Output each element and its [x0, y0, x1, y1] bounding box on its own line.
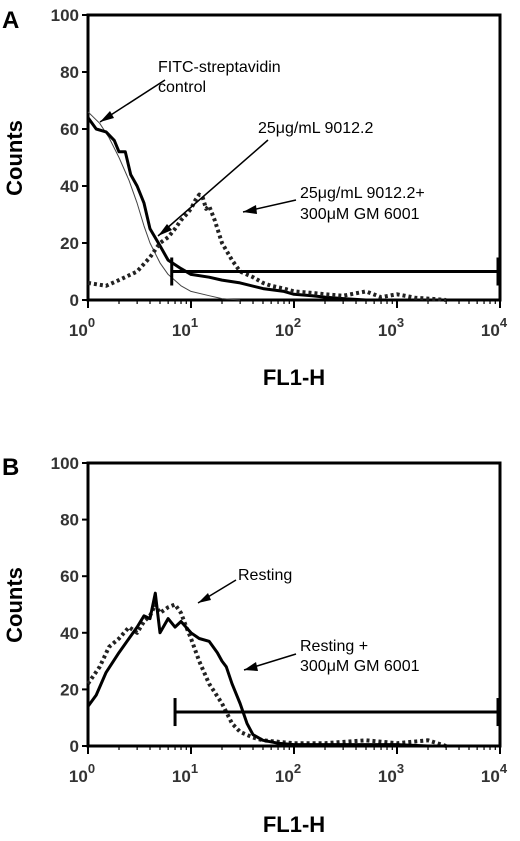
annotation-resting-gm-line1: Resting + — [300, 638, 368, 655]
x-tick-label: 103 — [378, 761, 404, 786]
series-line-solid — [86, 591, 447, 748]
x-tick-label: 104 — [481, 315, 508, 340]
y-tick-label: 20 — [60, 680, 79, 699]
annotation-fitc-control-arrowhead — [100, 111, 114, 122]
panel-a-frame — [86, 13, 502, 302]
annotation-resting-arrowhead — [198, 593, 211, 603]
panel-b-x-axis-label: FL1-H — [263, 812, 325, 837]
y-tick-label: 40 — [60, 624, 79, 643]
panel-b-letter: B — [2, 454, 19, 481]
y-tick-label: 60 — [60, 120, 79, 139]
annotation-9012-label: 25μg/mL 9012.2 — [258, 120, 373, 137]
y-tick-label: 100 — [51, 454, 79, 473]
panel-a-x-axis-label: FL1-H — [263, 365, 325, 390]
x-tick-label: 102 — [275, 761, 301, 786]
x-tick-label: 100 — [69, 761, 95, 786]
series-line-thin — [87, 111, 241, 301]
annotation-9012-arrow — [157, 139, 269, 237]
panel-b: B 0 20 40 60 80 100 100 101 102 103 104 Counts FL… — [2, 454, 508, 837]
panel-b-y-ticks: 0 20 40 60 80 100 — [51, 454, 88, 756]
panel-a-x-ticks: 100 101 102 103 104 — [69, 300, 508, 340]
y-tick-label: 100 — [51, 6, 79, 25]
x-tick-label: 101 — [172, 761, 198, 786]
y-tick-label: 60 — [60, 567, 79, 586]
annotation-resting-label: Resting — [238, 567, 292, 584]
panel-a-gate — [170, 257, 500, 286]
panel-a-y-ticks: 0 20 40 60 80 100 — [51, 6, 88, 310]
y-tick-label: 80 — [60, 63, 79, 82]
annotation-fitc-control-line1: FITC-streptavidin — [158, 59, 281, 76]
panel-a-y-axis-label: Counts — [2, 120, 27, 196]
annotation-9012-gm-line2: 300μM GM 6001 — [300, 206, 420, 223]
x-tick-label: 101 — [172, 315, 198, 340]
panel-a-letter: A — [2, 7, 19, 34]
x-tick-label: 104 — [481, 761, 508, 786]
panel-a: A 0 20 40 60 80 100 100 101 102 103 104 Counts FL… — [2, 6, 508, 390]
y-tick-label: 0 — [70, 737, 79, 756]
y-tick-label: 40 — [60, 177, 79, 196]
panel-b-y-axis-label: Counts — [2, 567, 27, 643]
x-tick-label: 103 — [378, 315, 404, 340]
y-tick-label: 0 — [70, 291, 79, 310]
annotation-9012-gm-arrowhead — [243, 205, 257, 214]
series-line-dotted — [86, 602, 447, 748]
x-tick-label: 102 — [275, 315, 301, 340]
annotation-resting-gm-line2: 300μM GM 6001 — [300, 658, 420, 675]
panel-b-series — [86, 591, 447, 748]
panel-b-x-ticks: 100 101 102 103 104 — [69, 746, 508, 786]
annotation-resting-gm-arrowhead — [244, 662, 258, 671]
series-line-dotted — [87, 192, 447, 302]
annotation-9012-arrowhead — [158, 224, 172, 236]
panel-b-gate — [173, 698, 500, 727]
annotation-fitc-control-line2: control — [158, 79, 206, 96]
panel-b-frame — [86, 461, 502, 748]
panel-a-series — [86, 111, 447, 302]
y-tick-label: 80 — [60, 511, 79, 530]
series-line-solid — [86, 116, 367, 302]
x-tick-label: 100 — [69, 315, 95, 340]
annotation-9012-gm-line1: 25μg/mL 9012.2+ — [300, 185, 425, 202]
y-tick-label: 20 — [60, 234, 79, 253]
